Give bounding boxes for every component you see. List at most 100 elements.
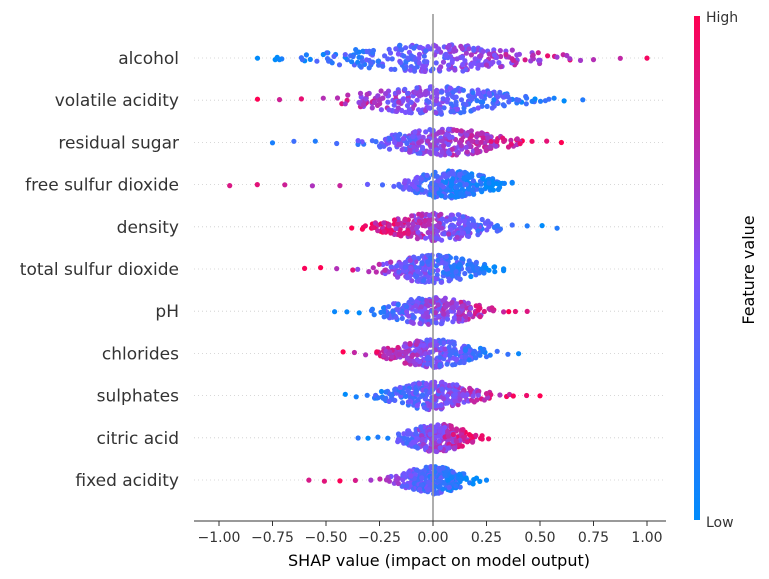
shap-point — [494, 180, 500, 187]
shap-point — [428, 255, 434, 261]
shap-point — [497, 48, 503, 54]
shap-point — [450, 362, 456, 368]
shap-point — [401, 343, 407, 349]
shap-point — [453, 426, 460, 432]
shap-point — [418, 304, 424, 310]
shap-point — [464, 226, 470, 232]
shap-point — [428, 225, 434, 231]
shap-point — [424, 337, 430, 343]
shap-point — [433, 448, 439, 454]
shap-point — [366, 65, 372, 71]
shap-point — [463, 102, 469, 108]
shap-point — [460, 392, 466, 398]
shap-point — [381, 309, 387, 315]
shap-point — [414, 436, 420, 442]
shap-point — [385, 56, 391, 62]
shap-point — [426, 278, 432, 285]
x-tick-label: −0.75 — [251, 530, 294, 546]
shap-point — [580, 97, 586, 103]
shap-point — [453, 483, 459, 489]
shap-point — [381, 353, 387, 359]
shap-point — [331, 53, 337, 60]
shap-point — [306, 477, 312, 483]
shap-point — [448, 192, 454, 198]
shap-point — [462, 270, 468, 277]
shap-point — [371, 99, 378, 105]
shap-point — [381, 314, 387, 320]
shap-point — [407, 340, 413, 347]
shap-point — [391, 102, 397, 108]
shap-point — [355, 435, 361, 441]
shap-point — [494, 348, 500, 354]
shap-point — [558, 139, 565, 146]
shap-point — [376, 62, 382, 68]
shap-point — [423, 381, 429, 387]
shap-point — [414, 467, 420, 473]
shap-point — [441, 105, 447, 111]
shap-point — [401, 230, 407, 236]
shap-point — [437, 362, 443, 368]
shap-point — [227, 183, 233, 189]
shap-point — [405, 231, 411, 237]
shap-point — [408, 265, 414, 271]
shap-point — [345, 92, 351, 98]
shap-point — [383, 389, 389, 395]
shap-point — [466, 357, 472, 363]
shap-point — [398, 233, 404, 239]
shap-point — [512, 308, 519, 315]
shap-point — [440, 59, 447, 65]
shap-point — [402, 264, 408, 270]
feature-label: density — [117, 218, 179, 238]
feature-label: sulphates — [97, 387, 179, 407]
shap-point — [468, 61, 474, 68]
shap-point — [421, 342, 427, 349]
shap-point — [474, 139, 480, 145]
shap-point — [473, 432, 479, 438]
shap-point — [577, 57, 584, 64]
shap-point — [451, 342, 457, 348]
shap-point — [476, 388, 482, 394]
shap-point — [443, 261, 449, 267]
shap-point — [368, 477, 374, 483]
shap-point — [444, 400, 450, 406]
shap-point — [337, 478, 343, 484]
shap-point — [483, 354, 490, 360]
shap-point — [364, 181, 371, 187]
shap-point — [351, 349, 357, 356]
shap-point — [441, 340, 447, 346]
shap-point — [444, 316, 451, 322]
shap-point — [505, 351, 511, 357]
shap-point — [402, 65, 408, 72]
shap-point — [462, 313, 469, 320]
shap-point — [479, 216, 485, 223]
x-tick-label: 0.25 — [471, 530, 502, 546]
shap-point — [269, 140, 276, 146]
shap-point — [395, 344, 401, 351]
feature-label: pH — [155, 302, 179, 322]
shap-point — [492, 269, 498, 275]
colorbar: High Low Feature value — [694, 10, 758, 531]
shap-point — [375, 58, 381, 64]
shap-point — [554, 225, 560, 231]
shap-point — [497, 392, 503, 398]
shap-point — [406, 186, 412, 192]
shap-point — [509, 180, 515, 186]
shap-point — [440, 96, 446, 102]
shap-point — [422, 266, 428, 272]
shap-point — [370, 50, 376, 56]
shap-point — [359, 58, 365, 64]
shap-point — [414, 179, 420, 185]
feature-label: fixed acidity — [75, 471, 179, 491]
shap-point — [441, 311, 447, 317]
shap-point — [417, 320, 423, 326]
shap-point — [448, 183, 454, 189]
shap-point — [468, 52, 474, 58]
shap-point — [494, 223, 500, 229]
shap-point — [375, 434, 381, 440]
shap-point — [427, 86, 433, 92]
shap-point — [466, 311, 472, 317]
shap-point — [439, 138, 445, 144]
shap-point — [409, 213, 415, 219]
shap-point — [416, 218, 422, 224]
shap-point — [381, 220, 387, 226]
